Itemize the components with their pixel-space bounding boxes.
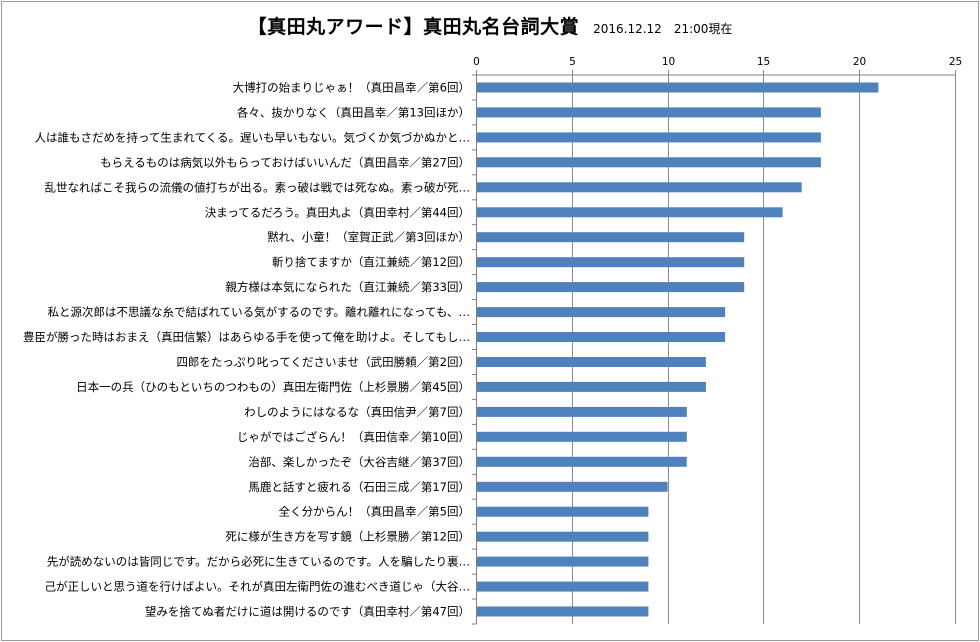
category-label: 豊臣が勝った時はおまえ（真田信繁）はあらゆる手を使って俺を助けよ。そしてもし… (23, 330, 470, 344)
bar (477, 207, 783, 218)
bar (477, 232, 745, 243)
bars (477, 82, 879, 617)
bar (477, 257, 745, 268)
category-label: 四郎をたっぷり叱ってくださいませ（武田勝頼／第2回） (176, 355, 470, 369)
category-label: 己が正しいと思う道を行けばよい。それが真田左衛門佐の進むべき道じゃ（大谷… (45, 580, 471, 594)
x-axis-ticks: 0 5 10 15 20 25 (473, 56, 962, 68)
category-label: じゃがではござらん！（真田信幸／第10回） (237, 430, 470, 444)
bar (477, 381, 706, 392)
bar (477, 182, 802, 193)
bar (477, 581, 649, 592)
x-tick-label: 5 (569, 56, 576, 68)
x-tick-label: 20 (853, 56, 866, 68)
category-label: 私と源次郎は不思議な糸で結ばれている気がするのです。離れ離れになっても、… (47, 305, 470, 319)
bar (477, 456, 687, 467)
bar (477, 332, 726, 342)
x-tick-label: 15 (757, 56, 770, 68)
category-label: 人は誰もさだめを持って生まれてくる。遅いも早いもない。気づくか気づかぬかと… (34, 130, 470, 144)
category-label: 治部、楽しかったぞ（大谷吉継／第37回） (248, 455, 470, 469)
axes (472, 74, 956, 625)
x-tick-label: 10 (662, 56, 675, 68)
category-label: 日本一の兵（ひのもといちのつわもの）真田左衛門佐（上杉景勝／第45回） (76, 380, 470, 394)
bar (477, 282, 745, 293)
bar (477, 431, 687, 442)
category-label: 親方様は本気になられた（直江兼続／第33回） (225, 280, 470, 294)
bar (477, 531, 649, 542)
bar (477, 82, 879, 93)
title-area: 【真田丸アワード】真田丸名台詞大賞 2016.12.12 21:00現在 (2, 12, 978, 39)
category-label: 各々、抜かりなく（真田昌幸／第13回ほか） (237, 105, 470, 119)
bar (477, 107, 821, 118)
category-label: 斬り捨てますか（直江兼続／第12回） (272, 255, 470, 269)
category-labels: 大博打の始まりじゃぁ！（真田昌幸／第6回） 各々、抜かりなく（真田昌幸／第13回ほ… (23, 81, 470, 619)
bar (477, 406, 687, 417)
bar (477, 481, 668, 492)
chart-title: 【真田丸アワード】真田丸名台詞大賞 (247, 16, 580, 38)
category-label: わしのようにはなるな（真田信尹／第7回） (244, 405, 470, 419)
category-label: 乱世なればこそ我らの流儀の値打ちが出る。素っ破は戦では死なぬ。素っ破が死… (45, 180, 471, 194)
x-tick-label: 0 (473, 56, 480, 68)
category-label: もらえるものは病気以外もらっておけばいいんだ（真田昌幸／第27回） (100, 155, 470, 169)
category-label: 馬鹿と話すと疲れる（石田三成／第17回） (248, 480, 470, 494)
category-label: 決まってるだろう。真田丸よ（真田幸村／第44回） (205, 205, 470, 219)
bar (477, 606, 649, 617)
bar (477, 132, 821, 143)
category-label: 望みを捨てぬ者だけに道は開けるのです（真田幸村／第47回） (145, 605, 470, 619)
x-tick-label: 25 (949, 56, 962, 68)
chart-subtitle: 2016.12.12 21:00現在 (593, 22, 733, 36)
bar (477, 307, 726, 318)
category-label: 大博打の始まりじゃぁ！（真田昌幸／第6回） (233, 81, 470, 95)
bar (477, 556, 649, 567)
category-label: 黙れ、小童！（室賀正武／第3回ほか） (267, 230, 470, 244)
category-label: 先が読めないのは皆同じです。だから必死に生きているのです。人を騙したり裏… (47, 555, 470, 569)
bar (477, 357, 706, 367)
category-label: 死に様が生き方を写す鏡（上杉景勝／第12回） (225, 530, 470, 544)
category-label: 全く分からん！（真田昌幸／第5回） (279, 505, 470, 519)
bar (477, 157, 821, 168)
bar (477, 506, 649, 517)
